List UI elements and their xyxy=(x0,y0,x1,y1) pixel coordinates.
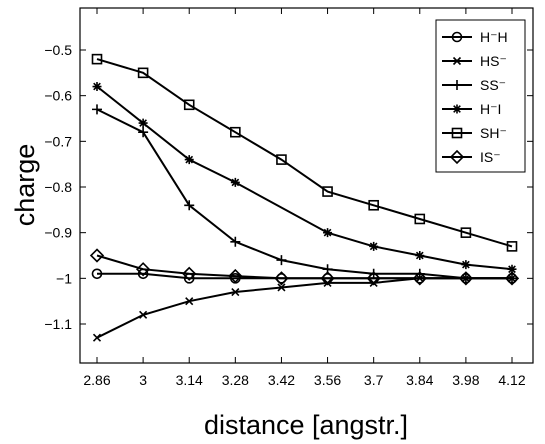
data-point xyxy=(506,241,518,252)
data-point xyxy=(323,228,333,238)
y-tick-label: −1 xyxy=(56,270,72,286)
data-point xyxy=(89,248,105,263)
legend-items: H⁻H HS⁻ SS⁻ H⁻I SH⁻ IS⁻ xyxy=(442,29,508,165)
data-point xyxy=(228,268,243,284)
series-5 xyxy=(89,248,520,286)
x-tick-label: 3 xyxy=(139,372,147,388)
data-point xyxy=(276,255,287,266)
data-point xyxy=(137,67,149,79)
data-point xyxy=(184,155,194,165)
data-point xyxy=(414,268,425,279)
legend-label: SH⁻ xyxy=(480,125,507,141)
data-point xyxy=(276,154,287,165)
data-point xyxy=(369,241,379,251)
legend-marker xyxy=(452,56,462,66)
legend-entry: SS⁻ xyxy=(442,77,506,93)
y-tick-label: −0.9 xyxy=(44,225,72,241)
y-axis-ticks: −0.5 −0.6 −0.7 −0.8 −0.9 −1 −1.1 xyxy=(44,42,533,332)
series-line xyxy=(96,254,512,280)
x-axis-title: distance [angstr.] xyxy=(204,410,408,440)
data-point xyxy=(135,262,151,277)
data-point xyxy=(369,278,378,287)
data-point xyxy=(415,251,425,260)
legend-box xyxy=(435,19,526,173)
x-tick-label: 3.98 xyxy=(452,372,479,388)
legend-marker xyxy=(449,149,465,165)
data-point xyxy=(504,271,520,286)
legend-marker xyxy=(452,80,462,90)
data-point xyxy=(183,99,195,111)
series-2 xyxy=(92,104,517,284)
x-tick-label: 3.42 xyxy=(268,372,295,388)
data-point xyxy=(139,310,148,319)
data-point xyxy=(138,127,149,138)
x-tick-label: 2.86 xyxy=(83,372,110,388)
series-layer xyxy=(89,53,520,342)
legend-entry: H⁻I xyxy=(442,101,501,117)
x-axis-ticks: 2.86 3 3.14 3.28 3.42 3.56 3.7 3.84 3.98 4.12 xyxy=(83,8,526,388)
series-1 xyxy=(92,274,517,342)
y-axis-title: charge xyxy=(10,144,40,227)
data-point xyxy=(274,271,289,286)
data-point xyxy=(91,268,103,280)
legend-entry: HS⁻ xyxy=(442,53,507,69)
legend-marker xyxy=(451,31,463,43)
x-tick-label: 3.7 xyxy=(364,372,384,388)
y-tick-label: −0.6 xyxy=(44,88,72,104)
series-line xyxy=(96,58,513,248)
data-point xyxy=(458,271,474,286)
x-tick-label: 3.56 xyxy=(314,372,341,388)
legend-label: H⁻H xyxy=(480,29,508,45)
y-tick-label: −1.1 xyxy=(44,316,72,332)
data-point xyxy=(231,287,240,297)
y-tick-label: −0.8 xyxy=(44,179,72,195)
data-point xyxy=(92,82,102,92)
legend-label: HS⁻ xyxy=(480,53,507,69)
data-point xyxy=(230,126,241,138)
data-point xyxy=(185,297,194,306)
data-point xyxy=(412,271,427,286)
data-point xyxy=(366,271,381,286)
x-tick-label: 4.12 xyxy=(498,372,525,388)
legend-entry: IS⁻ xyxy=(442,149,501,165)
data-point xyxy=(320,271,335,286)
data-point xyxy=(507,264,517,274)
data-point xyxy=(182,266,197,281)
legend-marker xyxy=(452,104,462,114)
data-point xyxy=(277,283,286,292)
legend-label: SS⁻ xyxy=(480,77,506,93)
data-point xyxy=(322,186,333,197)
data-point xyxy=(230,236,241,247)
series-4 xyxy=(91,53,518,252)
series-3 xyxy=(92,82,517,274)
legend-entry: SH⁻ xyxy=(442,125,507,141)
legend-label: H⁻I xyxy=(480,101,501,117)
data-point xyxy=(414,213,426,225)
legend-marker xyxy=(451,127,463,139)
series-line xyxy=(96,108,512,280)
data-point xyxy=(323,278,332,287)
data-point xyxy=(368,268,379,279)
x-tick-label: 3.14 xyxy=(176,372,203,388)
data-point xyxy=(368,199,379,211)
data-point xyxy=(92,333,102,342)
x-tick-label: 3.28 xyxy=(222,372,249,388)
y-tick-label: −0.5 xyxy=(44,42,72,58)
data-point xyxy=(230,177,240,187)
data-point xyxy=(461,260,471,270)
legend-label: IS⁻ xyxy=(480,149,501,165)
data-point xyxy=(138,118,148,128)
legend-entry: H⁻H xyxy=(442,29,508,45)
y-tick-label: −0.7 xyxy=(44,133,72,149)
x-tick-label: 3.84 xyxy=(406,372,433,388)
plot-frame xyxy=(79,7,534,364)
legend: H⁻H HS⁻ SS⁻ H⁻I SH⁻ IS⁻ xyxy=(435,19,526,173)
data-point xyxy=(92,104,102,115)
data-point xyxy=(184,200,195,211)
data-point xyxy=(460,227,472,238)
data-point xyxy=(91,53,103,65)
series-line xyxy=(96,277,512,339)
